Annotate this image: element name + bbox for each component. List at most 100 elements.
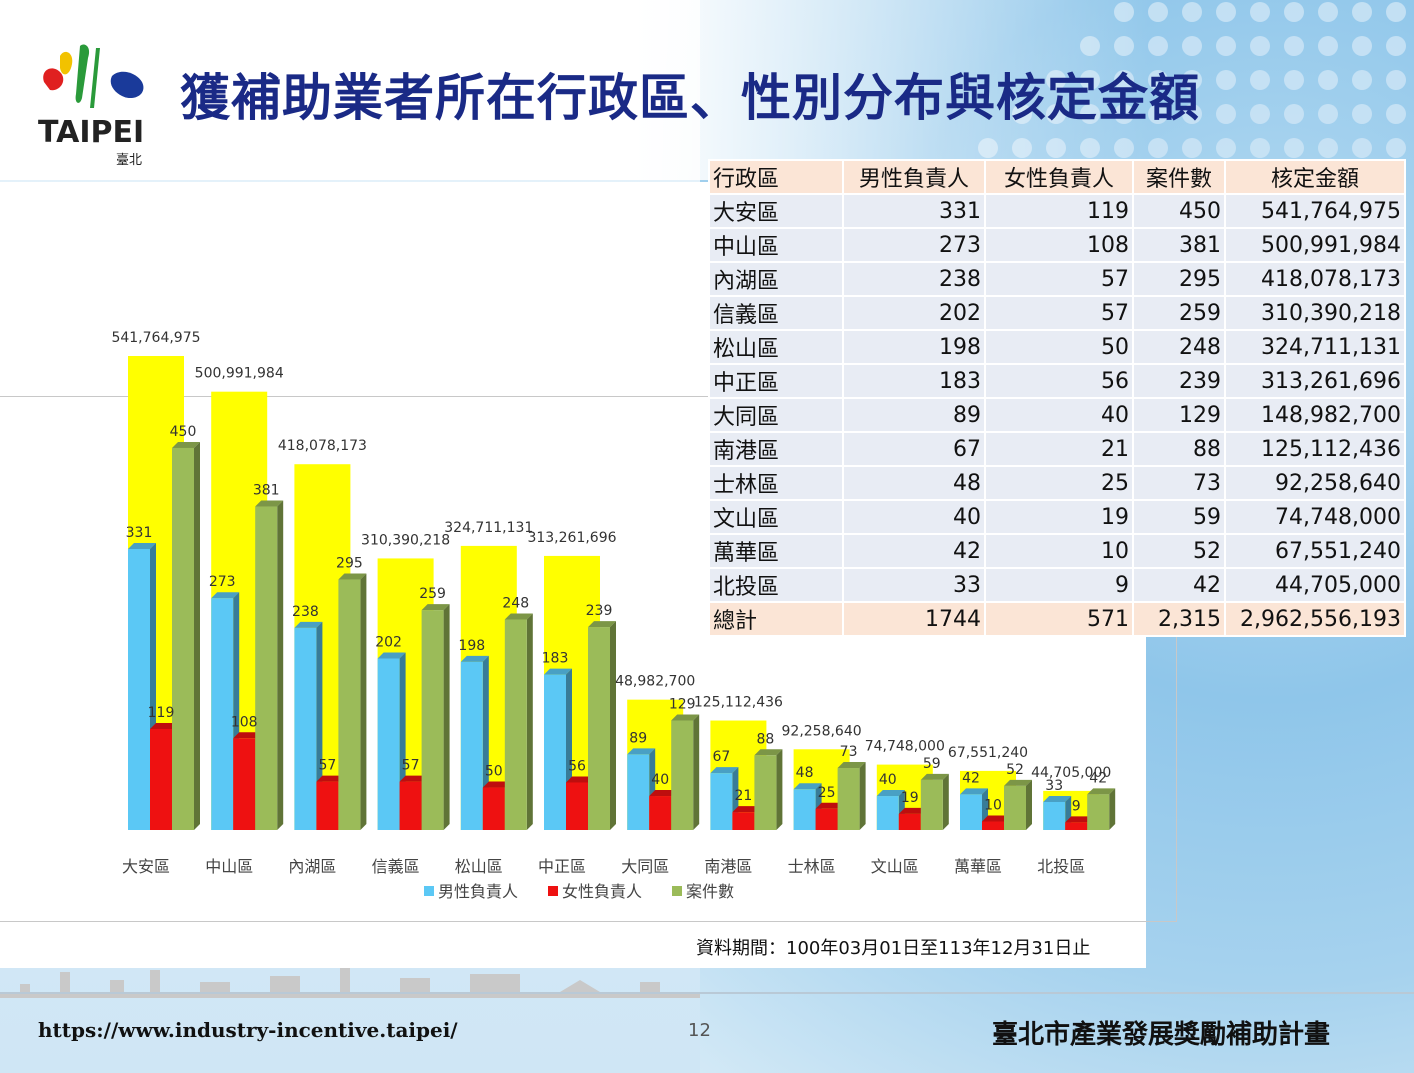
legend-label: 男性負責人 [438, 882, 518, 901]
x-tick-label: 信義區 [372, 857, 420, 876]
bar-value-label: 183 [542, 651, 569, 667]
bar-value-label: 57 [318, 758, 336, 774]
header-cell: 行政區 [708, 159, 844, 195]
bar-top [793, 783, 822, 790]
bar-top [482, 781, 511, 788]
total-cell: 571 [984, 601, 1134, 637]
page-number: 12 [688, 1020, 711, 1041]
bar-side [859, 762, 866, 830]
decorative-dot [1386, 36, 1406, 56]
data-period-note: 資料期間：100年03月01日至113年12月31日止 [696, 938, 1091, 959]
table-row: 文山區 40 19 59 74,748,000 [708, 499, 1406, 535]
bar-value-label: 56 [568, 758, 586, 774]
decorative-dot [1148, 2, 1168, 22]
legend-swatch [672, 886, 682, 896]
decorative-dot [1318, 36, 1338, 56]
table-cell: 500,991,984 [1224, 227, 1406, 263]
table-cell: 25 [984, 465, 1134, 501]
x-tick-label: 士林區 [788, 857, 836, 876]
bar-value-label: 239 [586, 603, 613, 619]
table-cell: 59 [1132, 499, 1226, 535]
bar [837, 768, 860, 830]
table-cell: 中正區 [708, 363, 844, 399]
decorative-dot [1250, 70, 1270, 90]
table-cell: 北投區 [708, 567, 844, 603]
bar [710, 773, 733, 830]
bar-value-label: 198 [458, 638, 485, 654]
table-cell: 52 [1132, 533, 1226, 569]
bar-value-label: 202 [375, 634, 402, 650]
bar [898, 813, 921, 830]
bar [732, 812, 755, 830]
amount-label: 92,258,640 [782, 723, 862, 739]
bar-chart: 541,764,975 331 119 450 500,991,984 273 108 381… [111, 330, 1116, 901]
decorative-dot [1284, 70, 1304, 90]
bar-value-label: 88 [756, 731, 774, 747]
header-cell: 案件數 [1132, 159, 1226, 195]
bar-top [588, 621, 616, 628]
bar [482, 787, 505, 830]
table-cell: 324,711,131 [1224, 329, 1406, 365]
total-cell: 2,962,556,193 [1224, 601, 1406, 637]
bar-value-label: 59 [923, 756, 941, 772]
amount-label: 44,705,000 [1031, 765, 1111, 781]
bar-top [920, 773, 949, 780]
bar-top [150, 722, 178, 729]
bar [294, 627, 317, 830]
bar-side [1026, 779, 1032, 830]
bar-value-label: 73 [840, 744, 858, 760]
decorative-dot [1284, 138, 1304, 158]
decorative-dot [1318, 104, 1338, 124]
table-cell: 119 [984, 193, 1134, 229]
decorative-dot [1182, 70, 1202, 90]
bar-top [294, 621, 323, 628]
bar-value-label: 42 [1089, 770, 1107, 786]
bar-value-label: 48 [796, 765, 814, 781]
decorative-dot [1148, 70, 1168, 90]
decorative-dot [1284, 104, 1304, 124]
x-tick-label: 文山區 [871, 857, 919, 876]
amount-label: 48,982,700 [615, 674, 695, 690]
decorative-dot [1352, 138, 1372, 158]
decorative-dot [1216, 138, 1236, 158]
decorative-dot [1216, 36, 1236, 56]
bar-value-label: 19 [901, 790, 919, 806]
table-cell: 44,705,000 [1224, 567, 1406, 603]
total-cell: 總計 [708, 601, 844, 637]
table-cell: 57 [984, 295, 1134, 331]
table-cell: 松山區 [708, 329, 844, 365]
decorative-dot [1250, 104, 1270, 124]
table-cell: 202 [842, 295, 986, 331]
bar [588, 627, 610, 830]
table-cell: 中山區 [708, 227, 844, 263]
table-row: 萬華區 42 10 52 67,551,240 [708, 533, 1406, 569]
bar-top [876, 790, 905, 797]
amount-label: 541,764,975 [111, 330, 200, 346]
bar-top [1043, 795, 1072, 802]
bar-value-label: 67 [712, 749, 730, 765]
bar [982, 821, 1004, 830]
table-cell: 273 [842, 227, 986, 263]
bar-top [837, 762, 866, 769]
footer-url[interactable]: https://www.industry-incentive.taipei/ [38, 1018, 458, 1042]
decorative-dot [1216, 2, 1236, 22]
table-total-row: 總計 1744 571 2,315 2,962,556,193 [708, 601, 1406, 637]
bar [920, 779, 943, 830]
table-row: 大同區 89 40 129 148,982,700 [708, 397, 1406, 433]
bar-top [960, 788, 988, 795]
bar [793, 789, 816, 830]
x-tick-label: 內湖區 [288, 857, 336, 876]
logo-text: TAIPEI [38, 115, 144, 150]
table-cell: 萬華區 [708, 533, 844, 569]
table-cell: 259 [1132, 295, 1226, 331]
bar [316, 781, 339, 830]
table-cell: 40 [842, 499, 986, 535]
bar-top [377, 652, 406, 659]
legend-swatch [548, 886, 558, 896]
bar-value-label: 273 [209, 574, 236, 590]
total-cell: 1744 [842, 601, 986, 637]
decorative-dot [1250, 138, 1270, 158]
table-cell: 418,078,173 [1224, 261, 1406, 297]
bar [1043, 801, 1066, 830]
bar-top [128, 542, 156, 549]
